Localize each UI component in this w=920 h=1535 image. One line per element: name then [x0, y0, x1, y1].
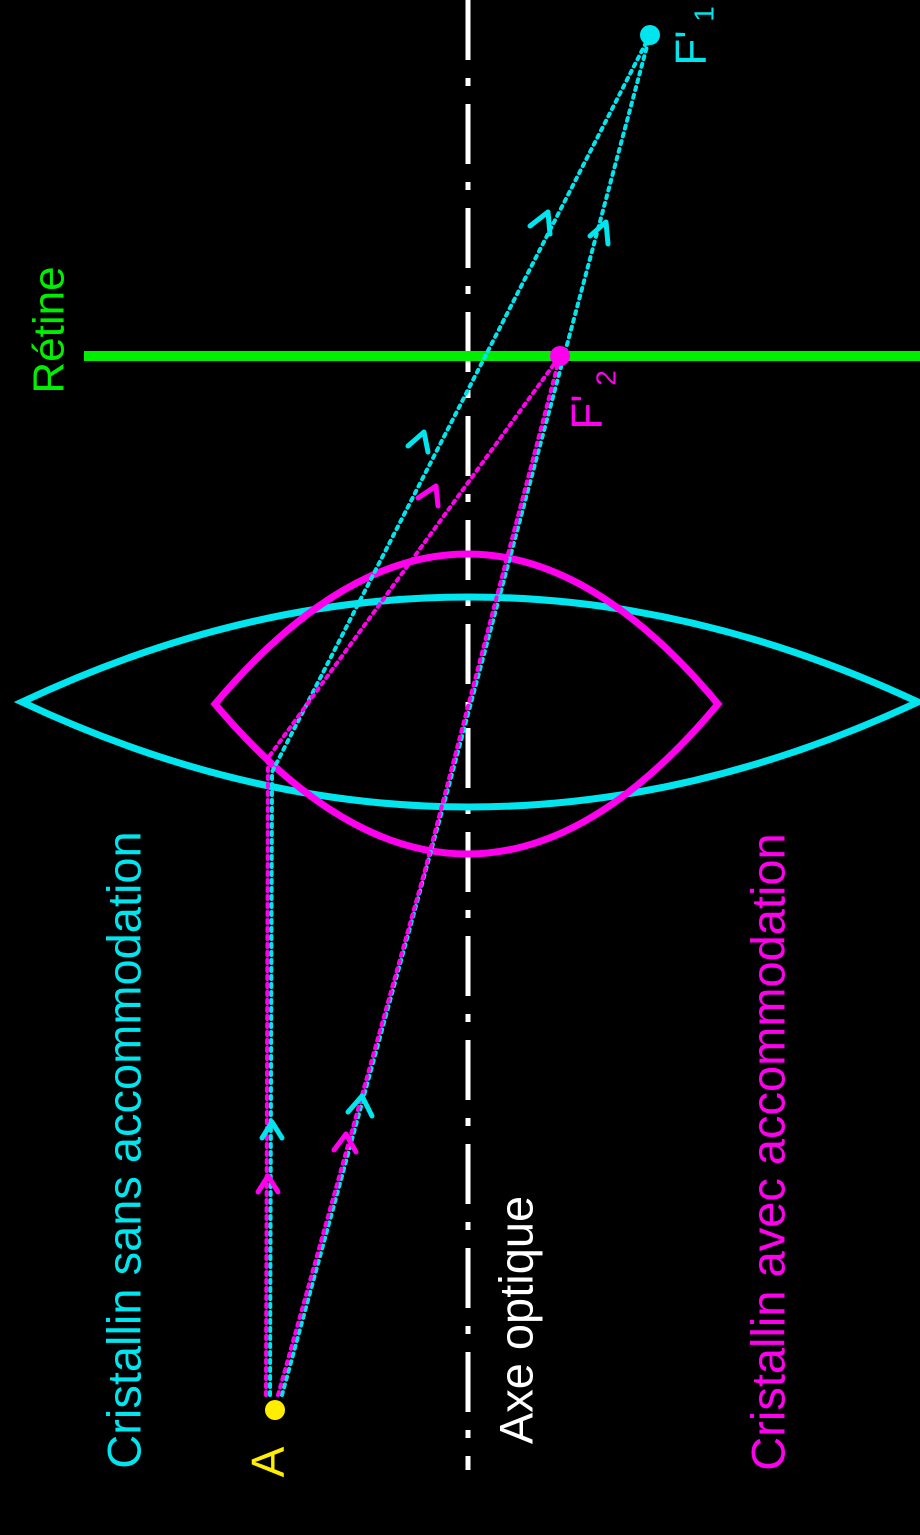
- focus-1-label: F': [667, 30, 716, 65]
- arrow-icon: [255, 1173, 281, 1195]
- optical-axis-label: Axe optique: [489, 1196, 542, 1444]
- cyan-ray-1: [268, 33, 652, 1397]
- focus-point-2: [550, 346, 570, 366]
- arrow-icon: [415, 483, 441, 509]
- focus-2-subscript: 2: [590, 370, 621, 386]
- arrow-icon: [259, 1119, 285, 1141]
- arrow-icon: [587, 219, 611, 247]
- cyan-arrowheads: [259, 209, 611, 1141]
- object-point-label: A: [242, 1446, 294, 1477]
- magenta-ray-2: [276, 354, 562, 1397]
- focus-1-subscript: 1: [688, 6, 719, 22]
- arrow-icon: [331, 1131, 359, 1155]
- magenta-arrowheads: [255, 483, 441, 1195]
- arrow-icon: [527, 209, 553, 237]
- arrow-icon: [345, 1093, 375, 1119]
- focus-2-label: F': [563, 394, 612, 429]
- lens-with-accommodation: [210, 550, 723, 858]
- focus-point-1: [640, 25, 660, 45]
- lens-with-accommodation-label: Cristallin avec accommodation: [741, 833, 794, 1470]
- object-point-a: [265, 1400, 285, 1420]
- retina-label: Rétine: [25, 266, 74, 393]
- arrow-icon: [405, 429, 431, 455]
- lens-without-accommodation-label: Cristallin sans accommodation: [97, 831, 150, 1468]
